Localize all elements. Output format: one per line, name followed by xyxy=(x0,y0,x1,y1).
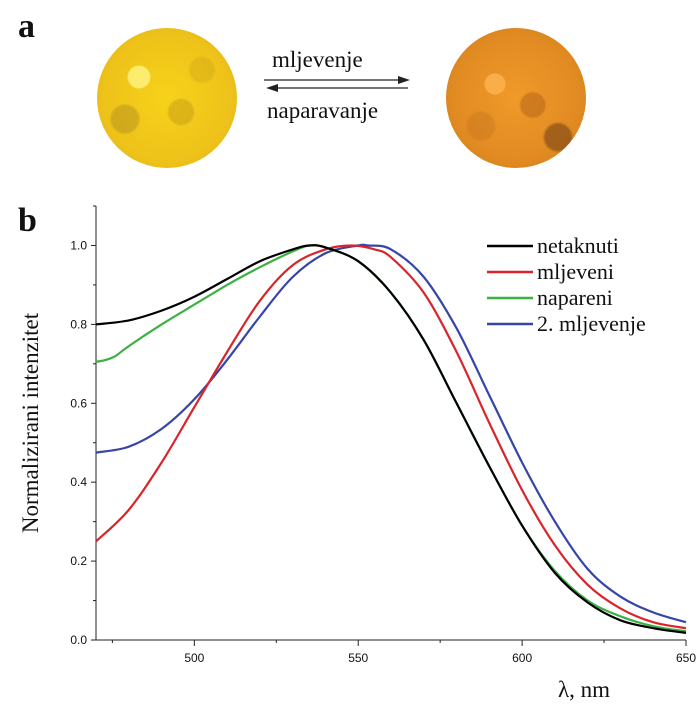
legend-label: netaknuti xyxy=(537,233,619,258)
x-tick-label: 600 xyxy=(512,651,532,665)
x-tick-label: 500 xyxy=(184,651,204,665)
y-tick-label: 0.6 xyxy=(70,396,87,410)
y-tick-label: 0.2 xyxy=(70,554,87,568)
x-tick-label: 550 xyxy=(348,651,368,665)
x-tick-label: 650 xyxy=(676,651,696,665)
legend-label: 2. mljevenje xyxy=(537,311,646,336)
x-axis-label: λ, nm xyxy=(558,677,610,702)
y-tick-label: 0.0 xyxy=(70,633,87,647)
y-tick-label: 0.4 xyxy=(70,475,87,489)
y-tick-label: 0.8 xyxy=(70,317,87,331)
y-tick-label: 1.0 xyxy=(70,238,87,252)
y-axis-label: Normalizirani intenzitet xyxy=(18,312,43,533)
legend-label: napareni xyxy=(537,285,613,310)
legend-label: mljeveni xyxy=(537,259,614,284)
